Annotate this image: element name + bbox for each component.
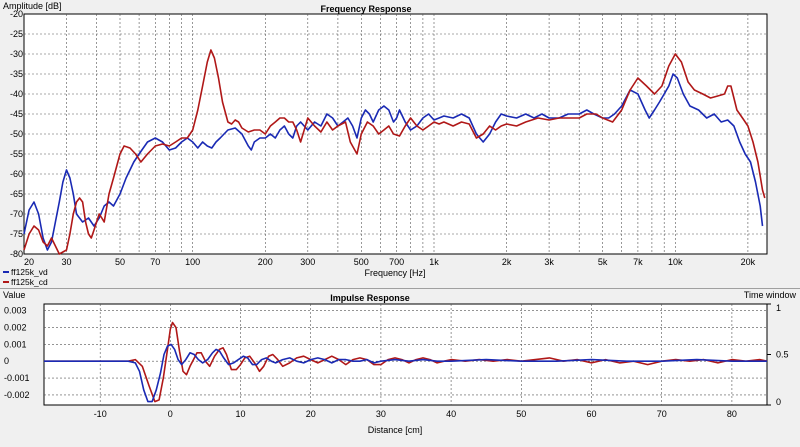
impulse-y-ticks: 0.003 0.002 0.001 0 -0.001 -0.002 — [4, 306, 30, 400]
impulse-series-line-ff125k_vd — [44, 343, 767, 403]
frequency-chart-title: Frequency Response — [320, 4, 411, 14]
impulse-y-tick-label: 0.001 — [4, 339, 27, 349]
frequency-x-tick-label: 20 — [24, 257, 34, 267]
impulse-y-tick-label: 0 — [4, 356, 9, 366]
frequency-legend: ff125k_vd ff125k_cd — [3, 267, 48, 287]
impulse-y-tick-label: -0.002 — [4, 390, 30, 400]
impulse-y-tick-label: 0.003 — [4, 306, 27, 316]
frequency-y-tick-label: -75 — [10, 229, 23, 239]
impulse-x-tick-label: 10 — [235, 409, 245, 419]
legend-label-cd: ff125k_cd — [11, 277, 48, 287]
frequency-y-tick-label: -35 — [10, 69, 23, 79]
impulse-x-tick-label: -10 — [94, 409, 107, 419]
impulse-chart-title: Impulse Response — [330, 293, 410, 303]
frequency-y-tick-label: -80 — [10, 249, 23, 259]
impulse-x-tick-label: 0 — [168, 409, 173, 419]
impulse-series — [44, 321, 768, 403]
frequency-y-tick-label: -30 — [10, 49, 23, 59]
frequency-y-tick-label: -60 — [10, 169, 23, 179]
time-window-tick-label: 1 — [776, 303, 781, 313]
time-window-tick-label: 0.5 — [776, 350, 789, 360]
frequency-series-line-ff125k_cd — [23, 49, 766, 255]
impulse-x-ticks: -10 0 10 20 30 40 50 60 70 80 — [94, 409, 737, 419]
frequency-y-tick-label: -45 — [10, 109, 23, 119]
frequency-grid — [24, 14, 767, 254]
frequency-y-tick-label: -40 — [10, 89, 23, 99]
frequency-y-tick-label: -55 — [10, 149, 23, 159]
time-window-axis-label: Time window — [744, 290, 797, 300]
frequency-response-chart: -20-25-30-35-40-45-50-55-60-65-70-75-80 … — [3, 1, 768, 287]
frequency-x-tick-label: 300 — [300, 257, 315, 267]
frequency-x-tick-label: 30 — [61, 257, 71, 267]
impulse-plot-area[interactable] — [43, 303, 768, 406]
frequency-y-tick-label: -25 — [10, 29, 23, 39]
impulse-x-tick-label: 60 — [586, 409, 596, 419]
impulse-x-axis-label: Distance [cm] — [368, 425, 423, 435]
frequency-y-tick-label: -50 — [10, 129, 23, 139]
frequency-x-tick-label: 700 — [389, 257, 404, 267]
frequency-y-tick-label: -20 — [10, 9, 23, 19]
frequency-x-ticks: 20 30 50 70 100 200 300 500 700 1k 2k 3k 5k 7k 10k 20k — [24, 257, 756, 267]
impulse-x-tick-label: 70 — [657, 409, 667, 419]
frequency-x-axis-label: Frequency [Hz] — [364, 268, 425, 278]
frequency-series-line-ff125k_vd — [23, 73, 764, 251]
impulse-y-tick-label: 0.002 — [4, 323, 27, 333]
frequency-series — [23, 49, 766, 255]
frequency-y-tick-label: -65 — [10, 189, 23, 199]
frequency-x-tick-label: 20k — [741, 257, 756, 267]
impulse-y-axis-label: Value — [3, 290, 25, 300]
time-window-ticks: 10.50 — [767, 303, 789, 407]
frequency-x-tick-label: 50 — [115, 257, 125, 267]
frequency-x-tick-label: 200 — [258, 257, 273, 267]
frequency-x-tick-label: 10k — [668, 257, 683, 267]
frequency-x-tick-label: 2k — [502, 257, 512, 267]
impulse-x-tick-label: 40 — [446, 409, 456, 419]
frequency-x-tick-label: 70 — [150, 257, 160, 267]
impulse-x-tick-label: 80 — [727, 409, 737, 419]
legend-label-vd: ff125k_vd — [11, 267, 48, 277]
frequency-y-tick-label: -70 — [10, 209, 23, 219]
time-window-tick-label: 0 — [776, 397, 781, 407]
frequency-x-tick-label: 5k — [598, 257, 608, 267]
impulse-y-tick-label: -0.001 — [4, 373, 30, 383]
frequency-x-tick-label: 100 — [185, 257, 200, 267]
impulse-x-tick-label: 20 — [306, 409, 316, 419]
impulse-x-tick-label: 50 — [516, 409, 526, 419]
frequency-y-ticks: -20 -25 -30 -35 -40 -45 -50 -55 -60 -65 -70 -75 -80 — [10, 9, 23, 259]
frequency-x-tick-label: 3k — [544, 257, 554, 267]
frequency-x-tick-label: 7k — [633, 257, 643, 267]
impulse-x-tick-label: 30 — [376, 409, 386, 419]
frequency-y-axis-label: Amplitude [dB] — [3, 1, 62, 11]
frequency-x-tick-label: 500 — [354, 257, 369, 267]
frequency-x-tick-label: 1k — [429, 257, 439, 267]
